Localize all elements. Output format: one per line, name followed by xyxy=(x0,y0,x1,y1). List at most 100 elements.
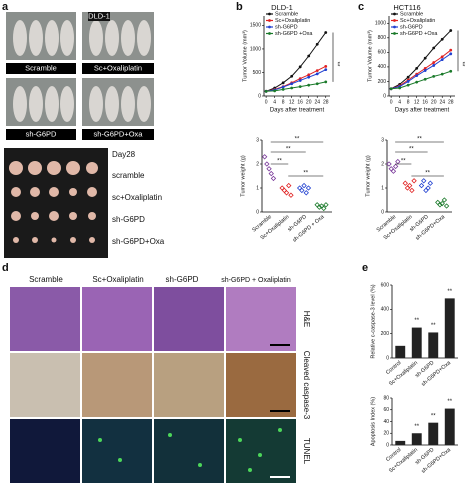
point xyxy=(418,182,425,189)
x-tick-label: 8 xyxy=(282,99,285,105)
point xyxy=(324,64,328,68)
bar xyxy=(395,440,406,445)
legend-label: Sc+Oxaliplatin xyxy=(400,18,435,24)
group-label: sh-G6PD xyxy=(112,215,145,224)
point xyxy=(298,79,302,82)
x-tick-label: sh-G6PD+Oxa xyxy=(421,359,453,387)
point xyxy=(299,187,305,194)
point xyxy=(406,83,410,87)
group-label: scramble xyxy=(112,171,145,180)
point xyxy=(411,178,417,184)
y-tick-label: 2 xyxy=(256,161,259,167)
point xyxy=(421,178,427,184)
x-axis-title: Days after treatment xyxy=(395,108,450,114)
y-tick-label: 1000 xyxy=(375,21,386,27)
y-tick-label: 1 xyxy=(256,185,259,191)
y-tick-label: 400 xyxy=(381,307,390,313)
point xyxy=(324,31,328,34)
point xyxy=(315,72,319,76)
series-line xyxy=(266,81,326,92)
point xyxy=(264,89,268,93)
point xyxy=(440,55,444,59)
label-box xyxy=(82,129,154,140)
point xyxy=(415,66,419,70)
point xyxy=(290,82,294,86)
group-label: sc+Oxaliplatin xyxy=(112,193,162,202)
x-tick-label: 0 xyxy=(390,99,393,105)
x-tick-label: 16 xyxy=(422,99,428,105)
x-tick-label: 24 xyxy=(439,99,445,105)
point xyxy=(307,83,311,87)
he-row xyxy=(10,287,296,351)
label-box xyxy=(6,63,76,74)
series-line xyxy=(391,53,452,90)
row-label: TUNEL xyxy=(302,438,311,465)
legend-marker xyxy=(393,32,396,35)
y-axis-title: Tumor weight (g) xyxy=(365,155,371,197)
x-tick-label: sh-G6PD + Oxa xyxy=(292,213,326,243)
point xyxy=(288,192,294,198)
point xyxy=(283,190,290,196)
annotation: ** xyxy=(458,62,464,67)
y-tick-label: 500 xyxy=(253,70,262,76)
x-tick-label: 4 xyxy=(273,99,276,105)
annotation: ** xyxy=(447,399,452,405)
y-tick-label: 800 xyxy=(378,35,387,41)
x-tick-label: 0 xyxy=(265,99,268,105)
x-tick-label: 12 xyxy=(289,99,295,105)
y-tick-label: 3 xyxy=(256,137,259,143)
annotation: ** xyxy=(414,424,419,430)
point xyxy=(432,46,436,50)
day-label: Day28 xyxy=(112,150,136,159)
annotation: ** xyxy=(431,413,436,419)
point xyxy=(298,85,302,88)
y-tick-label: 1500 xyxy=(250,23,261,29)
series-line xyxy=(390,49,452,90)
y-tick-label: 1 xyxy=(381,185,384,191)
group-label: Sc+Oxaliplatin xyxy=(94,63,142,72)
group-label: sh-G6PD+Oxa xyxy=(94,129,144,138)
annotation: ** xyxy=(447,289,452,295)
legend-label: sh-G6PD xyxy=(275,24,298,30)
point xyxy=(386,161,392,167)
point xyxy=(261,154,268,160)
panel-label: e xyxy=(362,262,368,274)
point xyxy=(273,89,277,93)
x-tick-label: 4 xyxy=(398,99,401,105)
group-label: sh-G6PD xyxy=(26,129,57,138)
point xyxy=(398,86,402,90)
label-box xyxy=(88,12,110,21)
point xyxy=(303,190,309,196)
point xyxy=(324,68,328,72)
y-tick-label: 200 xyxy=(381,331,390,337)
tumors xyxy=(9,161,98,243)
annotation: ** xyxy=(303,171,308,177)
point xyxy=(406,75,410,79)
legend-marker xyxy=(268,19,271,22)
y-tick-label: 400 xyxy=(378,64,387,70)
annotation: ** xyxy=(417,137,422,143)
annotation: ** xyxy=(333,62,339,67)
annotation: ** xyxy=(295,137,300,143)
x-tick-label: sh-G6PD+Oxa xyxy=(421,446,453,474)
point xyxy=(415,80,419,84)
point xyxy=(264,161,270,167)
point xyxy=(406,182,413,189)
point xyxy=(432,64,436,67)
column-label: sh-G6PD + Oxaliplatin xyxy=(221,277,291,284)
row-label: H&E xyxy=(302,311,311,327)
cell-line-label: DLD-1 xyxy=(88,11,110,20)
point xyxy=(441,197,448,203)
x-tick-label: 16 xyxy=(297,99,303,105)
x-tick-label: 28 xyxy=(323,99,329,105)
legend-marker xyxy=(268,32,271,35)
bar xyxy=(411,327,422,358)
point xyxy=(298,65,302,69)
point xyxy=(390,168,397,174)
point xyxy=(402,180,408,186)
point xyxy=(305,185,312,191)
y-axis-title: Tumor weight (g) xyxy=(240,155,246,197)
point xyxy=(307,73,311,77)
annotation: ** xyxy=(409,147,414,153)
bar xyxy=(428,332,439,358)
